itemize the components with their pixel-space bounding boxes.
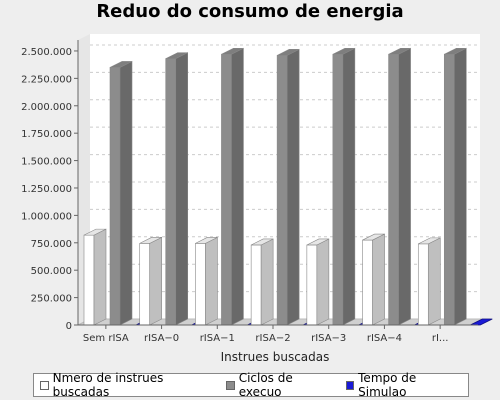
bar-side [175, 52, 189, 326]
bar [109, 60, 133, 326]
bar-top [418, 237, 441, 245]
bar [332, 47, 356, 326]
legend-label-cycles: Ciclos de execuo [238, 371, 293, 399]
bar-top [83, 228, 107, 236]
bar [83, 228, 107, 326]
bar-top [306, 238, 329, 246]
bar-front [332, 53, 344, 326]
legend-item: Nmero de instrues buscadas [40, 371, 214, 399]
bars [83, 47, 493, 326]
x-tick-label: rISA−0 [144, 333, 179, 344]
bar [362, 233, 385, 326]
legend-item: Ciclos de execuo [226, 371, 333, 399]
bar-front [443, 53, 455, 326]
bar-front [417, 243, 429, 326]
bar-front [250, 244, 262, 326]
x-tick-label: rI... [432, 333, 449, 344]
bar-side [316, 238, 330, 326]
bar-top [388, 47, 411, 55]
bar-front [362, 239, 373, 326]
y-axis: 0 250.000 500.000 750.000 1.000.000 1.250.000… [21, 40, 79, 332]
bar-front [139, 243, 151, 326]
bar [195, 236, 218, 326]
y-tick-label: 1.500.000 [21, 157, 72, 168]
x-tick-label: rISA−3 [311, 333, 346, 344]
bar [165, 52, 189, 326]
y-tick-label: 1.250.000 [21, 184, 72, 195]
y-tick-label: 0 [66, 321, 72, 332]
bar-top [277, 49, 300, 56]
bar-top [332, 47, 355, 55]
x-axis-title: Instrues buscadas [220, 350, 330, 364]
bar-side [453, 47, 467, 326]
bar-front [388, 53, 399, 326]
y-tick-label: 2.000.000 [21, 102, 72, 113]
bar-top [362, 233, 385, 241]
bar [276, 48, 300, 326]
bar-top [109, 61, 133, 68]
x-axis: Sem rISA rISA−0 rISA−1 rISA−2 rISA−3 rISA−4 rI… [78, 324, 478, 344]
bar [388, 47, 411, 326]
bar-side [372, 233, 385, 326]
bar [306, 238, 330, 326]
bar-side [231, 47, 244, 326]
bar-top [444, 47, 467, 55]
bar-side [286, 48, 300, 326]
bar [250, 238, 274, 326]
legend-swatch-time [345, 380, 355, 390]
bar-side [342, 47, 356, 326]
bar-side [260, 238, 274, 326]
bar-front [83, 234, 95, 326]
bar-side [149, 236, 163, 326]
y-tick-label: 2.250.000 [21, 74, 72, 85]
bar-top [251, 238, 274, 246]
x-tick-label: rISA−2 [255, 333, 290, 344]
legend-swatch-instructions [40, 380, 49, 390]
x-tick-label: Sem rISA [83, 333, 129, 344]
bar [443, 47, 467, 326]
bar-side [93, 228, 107, 326]
legend-swatch-cycles [226, 380, 235, 390]
legend-label-time: Tempo de Simulao [358, 371, 417, 399]
legend: Nmero de instrues buscadas Ciclos de exe… [33, 371, 469, 399]
bar-side [427, 237, 441, 326]
bar-front [276, 55, 288, 326]
x-tick-label: rISA−1 [200, 333, 235, 344]
bar-side [398, 47, 411, 326]
bar-front [195, 243, 206, 326]
x-tick-label: rISA−4 [367, 333, 402, 344]
bar-side [205, 236, 218, 326]
bar [417, 237, 441, 326]
bar-front [221, 53, 232, 326]
y-tick-label: 2.500.000 [21, 47, 72, 58]
y-tick-label: 1.000.000 [21, 211, 72, 222]
bar-top [139, 237, 162, 244]
bar [221, 47, 244, 326]
bar-front [109, 67, 121, 326]
legend-label-instructions: Nmero de instrues buscadas [52, 371, 164, 399]
bar-front [165, 58, 177, 326]
chart-title: Reduo do consumo de energia [96, 1, 404, 22]
bar-top [165, 52, 188, 59]
bar-side [119, 60, 133, 326]
y-tick-label: 500.000 [31, 266, 72, 277]
y-tick-label: 250.000 [31, 294, 72, 305]
bar-top [195, 237, 218, 244]
y-tick-label: 1.750.000 [21, 129, 72, 140]
y-tick-label: 750.000 [31, 239, 72, 250]
bar [139, 236, 163, 326]
bar-top [221, 47, 244, 55]
bar-front [306, 244, 318, 326]
legend-item: Tempo de Simulao [345, 371, 462, 399]
